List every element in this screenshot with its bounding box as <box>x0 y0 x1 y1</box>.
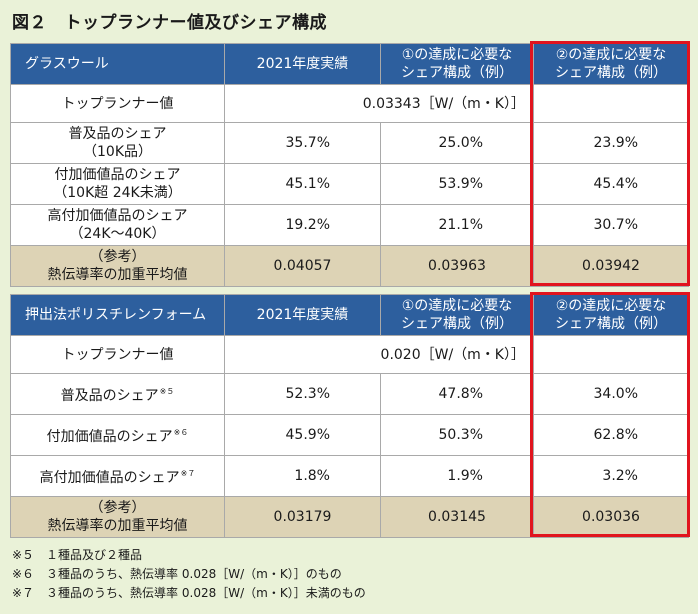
value-cell: 53.9% <box>380 163 534 205</box>
value-cell: 3.2% <box>533 455 689 497</box>
value-cell: 1.9% <box>380 455 534 497</box>
value-cell: 25.0% <box>380 122 534 164</box>
xps-foam-table: 押出法ポリスチレンフォーム 2021年度実績 ①の達成に必要な シェア構成（例）… <box>10 294 689 538</box>
reference-value: 0.03145 <box>380 496 534 538</box>
footnote-mark: ※７ <box>180 469 196 478</box>
top-runner-label: トップランナー値 <box>10 335 225 374</box>
blank-cell <box>533 335 689 374</box>
top-runner-value: 0.020［W/（m・K）］ <box>224 335 534 374</box>
value-cell: 62.8% <box>533 414 689 456</box>
row-label: 普及品のシェア※５ <box>10 373 225 415</box>
table-header-target1: ①の達成に必要な シェア構成（例） <box>380 294 534 336</box>
top-runner-value: 0.03343［W/（m・K）］ <box>224 84 534 123</box>
row-label: 付加価値品のシェア※６ <box>10 414 225 456</box>
value-cell: 21.1% <box>380 204 534 246</box>
figure-title: 図２ トップランナー値及びシェア構成 <box>12 13 327 33</box>
blank-cell <box>533 84 689 123</box>
row-label-text: 付加価値品のシェア <box>46 429 173 445</box>
footnote-mark: ※５ <box>159 387 175 396</box>
table-header-2021: 2021年度実績 <box>224 294 381 336</box>
table-header-product: 押出法ポリスチレンフォーム <box>10 294 225 336</box>
table-header-target1: ①の達成に必要な シェア構成（例） <box>380 43 534 85</box>
value-cell: 1.8% <box>224 455 381 497</box>
value-cell: 52.3% <box>224 373 381 415</box>
table-header-product: グラスウール <box>10 43 225 85</box>
value-cell: 23.9% <box>533 122 689 164</box>
footnotes: ※５ １種品及び２種品 ※６ ３種品のうち、熱伝導率 0.028［W/（m・K）… <box>12 546 366 603</box>
row-label: 高付加価値品のシェア※７ <box>10 455 225 497</box>
footnote: ※５ １種品及び２種品 <box>12 548 143 562</box>
value-cell: 45.1% <box>224 163 381 205</box>
row-label: 高付加価値品のシェア （24K～40K） <box>10 204 225 246</box>
value-cell: 47.8% <box>380 373 534 415</box>
value-cell: 45.9% <box>224 414 381 456</box>
reference-label: （参考） 熱伝導率の加重平均値 <box>10 496 225 538</box>
value-cell: 19.2% <box>224 204 381 246</box>
table-header-target2: ②の達成に必要な シェア構成（例） <box>533 43 689 85</box>
reference-value: 0.03179 <box>224 496 381 538</box>
row-label-text: 普及品のシェア <box>60 388 159 404</box>
reference-value: 0.03963 <box>380 245 534 287</box>
value-cell: 45.4% <box>533 163 689 205</box>
footnote: ※７ ３種品のうち、熱伝導率 0.028［W/（m・K）］未満のもの <box>12 586 366 600</box>
row-label: 普及品のシェア （10K品） <box>10 122 225 164</box>
row-label-text: 高付加価値品のシェア <box>39 470 180 486</box>
value-cell: 30.7% <box>533 204 689 246</box>
reference-label: （参考） 熱伝導率の加重平均値 <box>10 245 225 287</box>
value-cell: 50.3% <box>380 414 534 456</box>
footnote-mark: ※６ <box>173 428 189 437</box>
value-cell: 35.7% <box>224 122 381 164</box>
row-label: 付加価値品のシェア （10K超 24K未満） <box>10 163 225 205</box>
value-cell: 34.0% <box>533 373 689 415</box>
footnote: ※６ ３種品のうち、熱伝導率 0.028［W/（m・K）］のもの <box>12 567 342 581</box>
table-header-target2: ②の達成に必要な シェア構成（例） <box>533 294 689 336</box>
reference-value: 0.04057 <box>224 245 381 287</box>
reference-value: 0.03942 <box>533 245 689 287</box>
table-header-2021: 2021年度実績 <box>224 43 381 85</box>
reference-value: 0.03036 <box>533 496 689 538</box>
top-runner-label: トップランナー値 <box>10 84 225 123</box>
glass-wool-table: グラスウール 2021年度実績 ①の達成に必要な シェア構成（例） ②の達成に必… <box>10 43 689 287</box>
